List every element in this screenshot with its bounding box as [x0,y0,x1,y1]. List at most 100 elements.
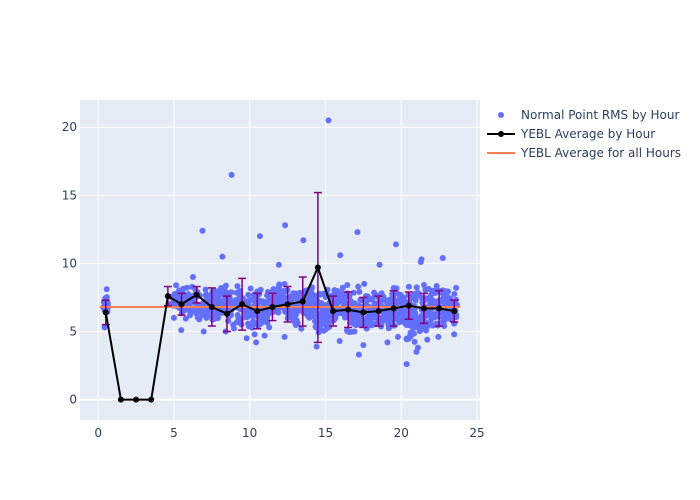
scatter-point [202,286,209,293]
scatter-point [453,284,460,291]
average-marker [254,308,261,315]
scatter-point [193,310,200,317]
scatter-point [422,286,429,293]
scatter-point [325,117,332,124]
scatter-point [439,254,446,261]
scatter-point [243,335,250,342]
scatter-point [209,288,216,295]
average-marker [360,309,367,316]
scatter-point [228,299,235,306]
scatter-point [281,333,288,340]
scatter-point [300,237,307,244]
scatter-point [361,318,368,325]
scatter-point [305,298,312,305]
average-marker [345,306,352,313]
scatter-point [403,308,410,315]
x-tick-label: 5 [170,426,178,440]
x-tick-label: 20 [394,426,409,440]
scatter-point [336,338,343,345]
scatter-point [398,317,405,324]
scatter-point [363,325,370,332]
average-marker [299,298,306,305]
scatter-point [414,344,421,351]
average-marker [117,396,124,403]
scatter-point [230,321,237,328]
scatter-point [376,261,383,268]
scatter-point [180,285,187,292]
average-marker [239,301,246,308]
x-tick-label: 25 [469,426,484,440]
scatter-point [293,317,300,324]
scatter-point [281,280,288,287]
scatter-point [411,310,418,317]
average-marker [102,309,109,316]
scatter-point [266,324,273,331]
scatter-point [356,288,363,295]
scatter-point [368,322,375,329]
scatter-point [170,314,177,321]
scatter-point [196,316,203,323]
scatter-point [245,291,252,298]
scatter-point [244,298,251,305]
y-tick-label: 20 [62,120,77,134]
scatter-point [218,284,225,291]
scatter-point [225,317,232,324]
scatter-point [264,301,271,308]
x-tick-label: 10 [242,426,257,440]
scatter-point [418,256,425,263]
scatter-point [250,321,257,328]
scatter-point [435,333,442,340]
scatter-point [266,310,273,317]
plot-background [80,100,480,420]
scatter-point [261,332,268,339]
average-marker [390,305,397,312]
average-marker [208,303,215,310]
scatter-point [344,327,351,334]
scatter-point [298,325,305,332]
scatter-point [200,328,207,335]
scatter-point [397,291,404,298]
average-marker [451,308,458,315]
scatter-point [451,291,458,298]
scatter-point [247,285,254,292]
scatter-point [384,339,391,346]
scatter-point [348,328,355,335]
average-marker [330,308,337,315]
scatter-point [412,290,419,297]
scatter-point [317,314,324,321]
scatter-point [339,284,346,291]
scatter-point [313,343,320,350]
scatter-point [325,319,332,326]
scatter-point [202,292,209,299]
grid-lines [80,100,480,420]
scatter-point [380,310,387,317]
y-tick-label: 0 [69,393,77,407]
legend-marker-average-dot [498,131,504,137]
scatter-point [403,361,410,368]
scatter-point [270,287,277,294]
y-tick-label: 15 [62,188,77,202]
scatter-point [219,253,226,260]
scatter-point [251,331,258,338]
scatter-point [360,342,367,349]
scatter-point [413,324,420,331]
legend[interactable]: Normal Point RMS by Hour YEBL Average by… [487,108,681,160]
scatter-point [413,284,420,291]
average-marker [284,301,291,308]
scatter-point [233,289,240,296]
scatter-point [291,309,298,316]
average-marker [193,291,200,298]
scatter-point [427,317,434,324]
scatter-point [253,339,260,346]
scatter-point [346,314,353,321]
y-tick-label: 5 [69,324,77,338]
average-marker [405,302,412,309]
scatter-point [426,307,433,314]
scatter-point [305,310,312,317]
y-tick-label: 10 [62,256,77,270]
scatter-point [440,291,447,298]
scatter-point [445,288,452,295]
average-marker [436,305,443,312]
scatter-point [451,331,458,338]
